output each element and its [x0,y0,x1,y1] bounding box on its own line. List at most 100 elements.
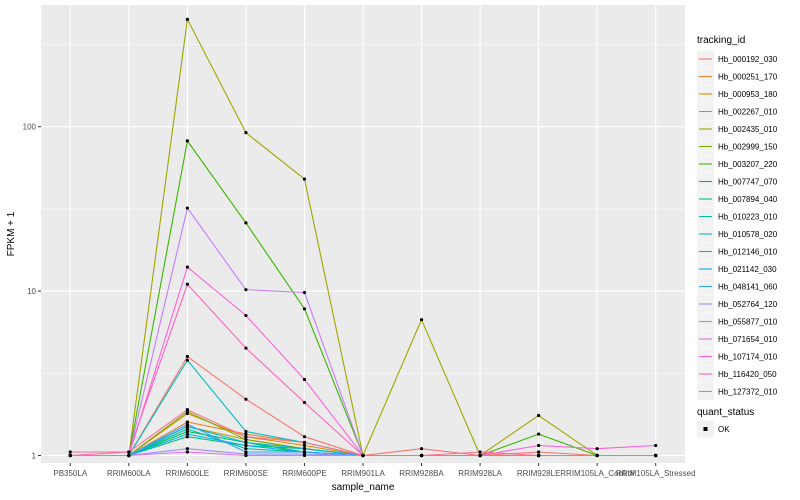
data-point [185,424,189,429]
legend-label: Hb_007894_040 [718,195,778,204]
y-tick-label: 100 [23,123,37,132]
x-tick-label: RRIM928LA [458,469,502,478]
data-point [595,453,599,458]
legend-title: tracking_id [697,35,745,46]
data-point [68,453,72,458]
x-tick-label: RRIM105LA_Control [560,469,634,478]
quant-status-legend: quant_status OK [697,407,754,438]
data-point [185,354,189,359]
tracking-id-legend: tracking_id Hb_000192_030 Hb_000251_170 Hb… [697,35,778,400]
legend-label: Hb_002435_010 [718,125,778,134]
legend-label: Hb_007747_070 [718,178,778,187]
data-point [537,450,541,454]
data-point [302,400,307,405]
data-point [537,453,541,458]
legend-label: Hb_012146_010 [718,248,778,257]
data-point [537,413,541,418]
data-point [478,450,482,454]
legend-label: Hb_021142_030 [718,265,777,274]
legend-label: Hb_116420_050 [718,370,777,379]
grid-lines [41,5,685,463]
status-key-point [703,427,708,431]
y-axis-title: FPKM + 1 [6,211,17,256]
data-point [244,437,248,442]
data-point [127,453,131,458]
data-point [185,408,189,412]
data-point [244,443,248,448]
data-point [302,443,307,448]
legend-label: Hb_048141_060 [718,283,778,292]
data-points [68,17,658,458]
data-point [419,447,424,451]
data-point [185,358,189,362]
data-point [302,453,307,458]
legend-label: Hb_000251_170 [718,73,778,82]
data-point [302,435,307,439]
legend-label: Hb_052764_120 [718,300,778,309]
data-point [654,453,658,458]
x-axis: PB350LA RRIM600LA RRIM600LE RRIM600SE RRIM60… [53,463,696,478]
status-legend-title: quant_status [697,407,754,418]
x-tick-label: RRIM600LA [107,469,151,478]
y-tick-label: 1 [32,451,37,460]
data-point [127,450,131,454]
data-point [185,265,189,269]
data-point [185,427,189,431]
data-point [185,429,189,434]
data-point [185,17,189,21]
data-point [185,139,189,143]
x-tick-label: RRIM600PE [282,469,326,478]
y-axis: 1 10 100 [23,123,41,460]
data-point [537,443,541,448]
legend-label: Hb_003207_220 [718,160,778,169]
data-point [244,435,248,439]
data-point [595,447,599,451]
data-point [185,450,189,454]
data-point [302,307,307,311]
x-tick-label: RRIM600SE [224,469,268,478]
data-point [478,453,482,458]
x-tick-label: RRIM105LA_Stressed [616,469,696,478]
data-point [185,206,189,210]
x-tick-label: RRIM600LE [166,469,210,478]
data-point [185,447,189,451]
data-point [302,447,307,451]
data-point [244,313,248,318]
legend-label: Hb_000953_180 [718,90,778,99]
legend-label: Hb_071654_010 [718,335,778,344]
x-tick-label: RRIM928LE [517,469,561,478]
data-point [244,447,248,451]
data-point [302,290,307,295]
data-point [244,432,248,436]
data-point [185,432,189,436]
data-point [244,221,248,225]
data-point [654,443,658,448]
data-point [244,429,248,434]
legend-label: Hb_055877_010 [718,318,778,327]
data-point [185,282,189,286]
data-point [419,318,424,322]
data-point [244,346,248,350]
legend-label: Hb_107174_010 [718,353,778,362]
x-axis-title: sample_name [332,482,395,493]
legend-label: Hb_002267_010 [718,108,778,117]
x-tick-label: RRIM928BA [399,469,444,478]
legend-label: Hb_010578_020 [718,230,778,239]
data-point [302,377,307,382]
data-point [244,288,248,292]
data-point [302,177,307,181]
data-point [244,453,248,458]
status-legend-label: OK [718,425,730,434]
data-point [244,397,248,401]
data-point [302,440,307,445]
data-point [185,420,189,424]
legend-label: Hb_010223_010 [718,213,778,222]
x-tick-label: RRIM901LA [341,469,385,478]
y-tick-label: 10 [27,287,36,296]
x-tick-label: PB350LA [53,469,87,478]
legend-label: Hb_000192_030 [718,55,778,64]
data-point [185,422,189,426]
data-point [244,131,248,135]
data-point [185,435,189,439]
